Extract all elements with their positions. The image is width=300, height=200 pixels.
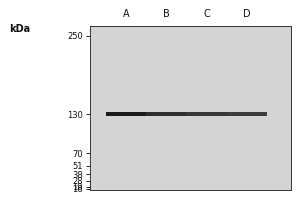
Bar <box>106 112 146 116</box>
Text: A: A <box>123 9 130 19</box>
Bar <box>227 112 267 116</box>
Text: C: C <box>203 9 210 19</box>
Text: B: B <box>163 9 170 19</box>
Text: D: D <box>243 9 250 19</box>
Bar <box>187 112 227 116</box>
Bar <box>146 112 187 116</box>
Text: kDa: kDa <box>9 24 30 34</box>
